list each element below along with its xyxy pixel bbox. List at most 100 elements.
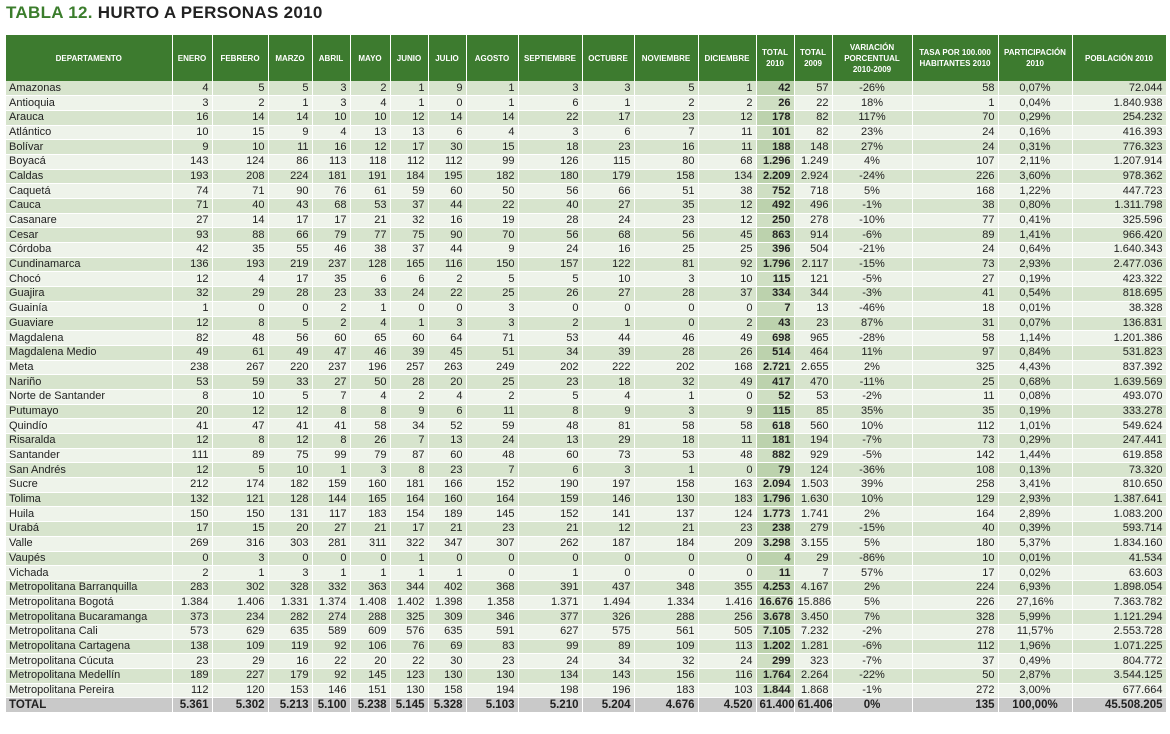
cell-noviembre: 0 (634, 301, 699, 317)
cell-total-2010: 1.296 (756, 154, 795, 170)
cell-marzo: 128 (268, 492, 313, 508)
cell-enero: 373 (172, 609, 213, 625)
cell-septiembre: 8 (518, 404, 583, 420)
cell-variacion: -46% (832, 301, 913, 317)
cell-participacion: 0,08% (998, 389, 1073, 405)
cell-total-2009: 464 (794, 345, 833, 361)
cell-septiembre: 2 (518, 316, 583, 332)
cell-tasa: 24 (912, 242, 999, 258)
cell-variacion: -5% (832, 271, 913, 288)
cell-abril: 159 (312, 477, 351, 493)
cell-diciembre: 24 (698, 653, 757, 669)
cell-diciembre: 168 (698, 360, 757, 376)
cell-agosto: 1 (466, 95, 519, 111)
cell-junio: 76 (390, 639, 429, 655)
cell-abril: 3 (312, 95, 351, 111)
cell-noviembre: 158 (634, 477, 699, 493)
cell-participacion: 1,14% (998, 330, 1073, 346)
cell-junio: 184 (390, 169, 429, 185)
cell-noviembre: 7 (634, 125, 699, 141)
table-row: Caldas 193 208 224 181 191 184 195 182 180 179 158 1… (6, 169, 1167, 185)
cell-diciembre: 38 (698, 183, 757, 199)
cell-febrero: 3 (212, 551, 269, 567)
cell-agosto: 1 (466, 81, 519, 97)
cell-variacion: 23% (832, 125, 913, 141)
cell-agosto: 0 (466, 565, 519, 581)
page-title: TABLA 12. HURTO A PERSONAS 2010 (6, 3, 323, 23)
cell-tasa: 38 (912, 198, 999, 214)
cell-agosto: 182 (466, 169, 519, 185)
cell-departamento: Caldas (6, 169, 173, 185)
cell-total-2010: 181 (756, 433, 795, 449)
cell-abril: 16 (312, 139, 351, 155)
cell-febrero: 1 (212, 565, 269, 581)
cell-abril: 181 (312, 169, 351, 185)
cell-septiembre: 28 (518, 213, 583, 229)
cell-febrero: 234 (212, 609, 269, 625)
cell-marzo: 28 (268, 286, 313, 302)
cell-agosto: 152 (466, 477, 519, 493)
cell-total-2009: 279 (794, 521, 833, 537)
cell-poblacion: 593.714 (1072, 521, 1167, 537)
cell-agosto: 22 (466, 198, 519, 214)
cell-junio: 12 (390, 110, 429, 126)
table-row: Vaupés 0 3 0 0 0 1 0 0 0 0 0 0 4 29 -86% 10 0,01% 41.534 (6, 551, 1167, 567)
cell-julio: 44 (428, 242, 467, 258)
cell-noviembre: 16 (634, 139, 699, 155)
cell-total-2010: 1.796 (756, 492, 795, 508)
cell-departamento: Magdalena (6, 330, 173, 346)
cell-diciembre: 11 (698, 433, 757, 449)
cell-abril: 117 (312, 506, 351, 523)
cell-variacion: 0% (832, 697, 913, 714)
cell-tasa: 10 (912, 551, 999, 567)
cell-febrero: 316 (212, 536, 269, 552)
cell-octubre: 12 (582, 521, 635, 537)
cell-variacion: 5% (832, 183, 913, 199)
cell-septiembre: 5 (518, 389, 583, 405)
cell-enero: 27 (172, 213, 213, 229)
cell-julio: 635 (428, 624, 467, 640)
cell-participacion: 0,16% (998, 125, 1073, 141)
cell-total-2009: 7.232 (794, 624, 833, 640)
cell-poblacion: 1.083.200 (1072, 506, 1167, 523)
cell-total-2009: 82 (794, 110, 833, 126)
cell-enero: 573 (172, 624, 213, 640)
cell-participacion: 0,31% (998, 139, 1073, 155)
cell-septiembre: 190 (518, 477, 583, 493)
cell-agosto: 368 (466, 580, 519, 596)
cell-febrero: 35 (212, 242, 269, 258)
cell-julio: 263 (428, 360, 467, 376)
cell-julio: 16 (428, 213, 467, 229)
cell-mayo: 1.408 (350, 595, 391, 611)
cell-febrero: 2 (212, 95, 269, 111)
cell-septiembre: 134 (518, 668, 583, 684)
cell-noviembre: 2 (634, 95, 699, 111)
cell-julio: 130 (428, 668, 467, 684)
cell-marzo: 17 (268, 271, 313, 288)
cell-junio: 5.145 (390, 697, 429, 714)
cell-poblacion: 493.070 (1072, 389, 1167, 405)
cell-mayo: 38 (350, 242, 391, 258)
cell-total-2009: 22 (794, 95, 833, 111)
header-total-2009: TOTAL 2009 (794, 35, 833, 81)
cell-abril: 68 (312, 198, 351, 214)
cell-noviembre: 25 (634, 242, 699, 258)
cell-total-2009: 718 (794, 183, 833, 199)
cell-noviembre: 35 (634, 198, 699, 214)
cell-marzo: 17 (268, 213, 313, 229)
cell-agosto: 346 (466, 609, 519, 625)
cell-enero: 23 (172, 653, 213, 669)
cell-departamento: Tolima (6, 492, 173, 508)
cell-tasa: 112 (912, 639, 999, 655)
cell-poblacion: 3.544.125 (1072, 668, 1167, 684)
cell-febrero: 5.302 (212, 697, 269, 714)
cell-marzo: 5.213 (268, 697, 313, 714)
cell-septiembre: 126 (518, 154, 583, 170)
cell-junio: 164 (390, 492, 429, 508)
cell-total-2009: 23 (794, 316, 833, 332)
table-row: Risaralda 12 8 12 8 26 7 13 24 13 29 18 11 181 194 -7% 7… (6, 433, 1167, 449)
cell-junio: 22 (390, 653, 429, 669)
cell-variacion: -11% (832, 374, 913, 390)
cell-febrero: 629 (212, 624, 269, 640)
cell-diciembre: 37 (698, 286, 757, 302)
